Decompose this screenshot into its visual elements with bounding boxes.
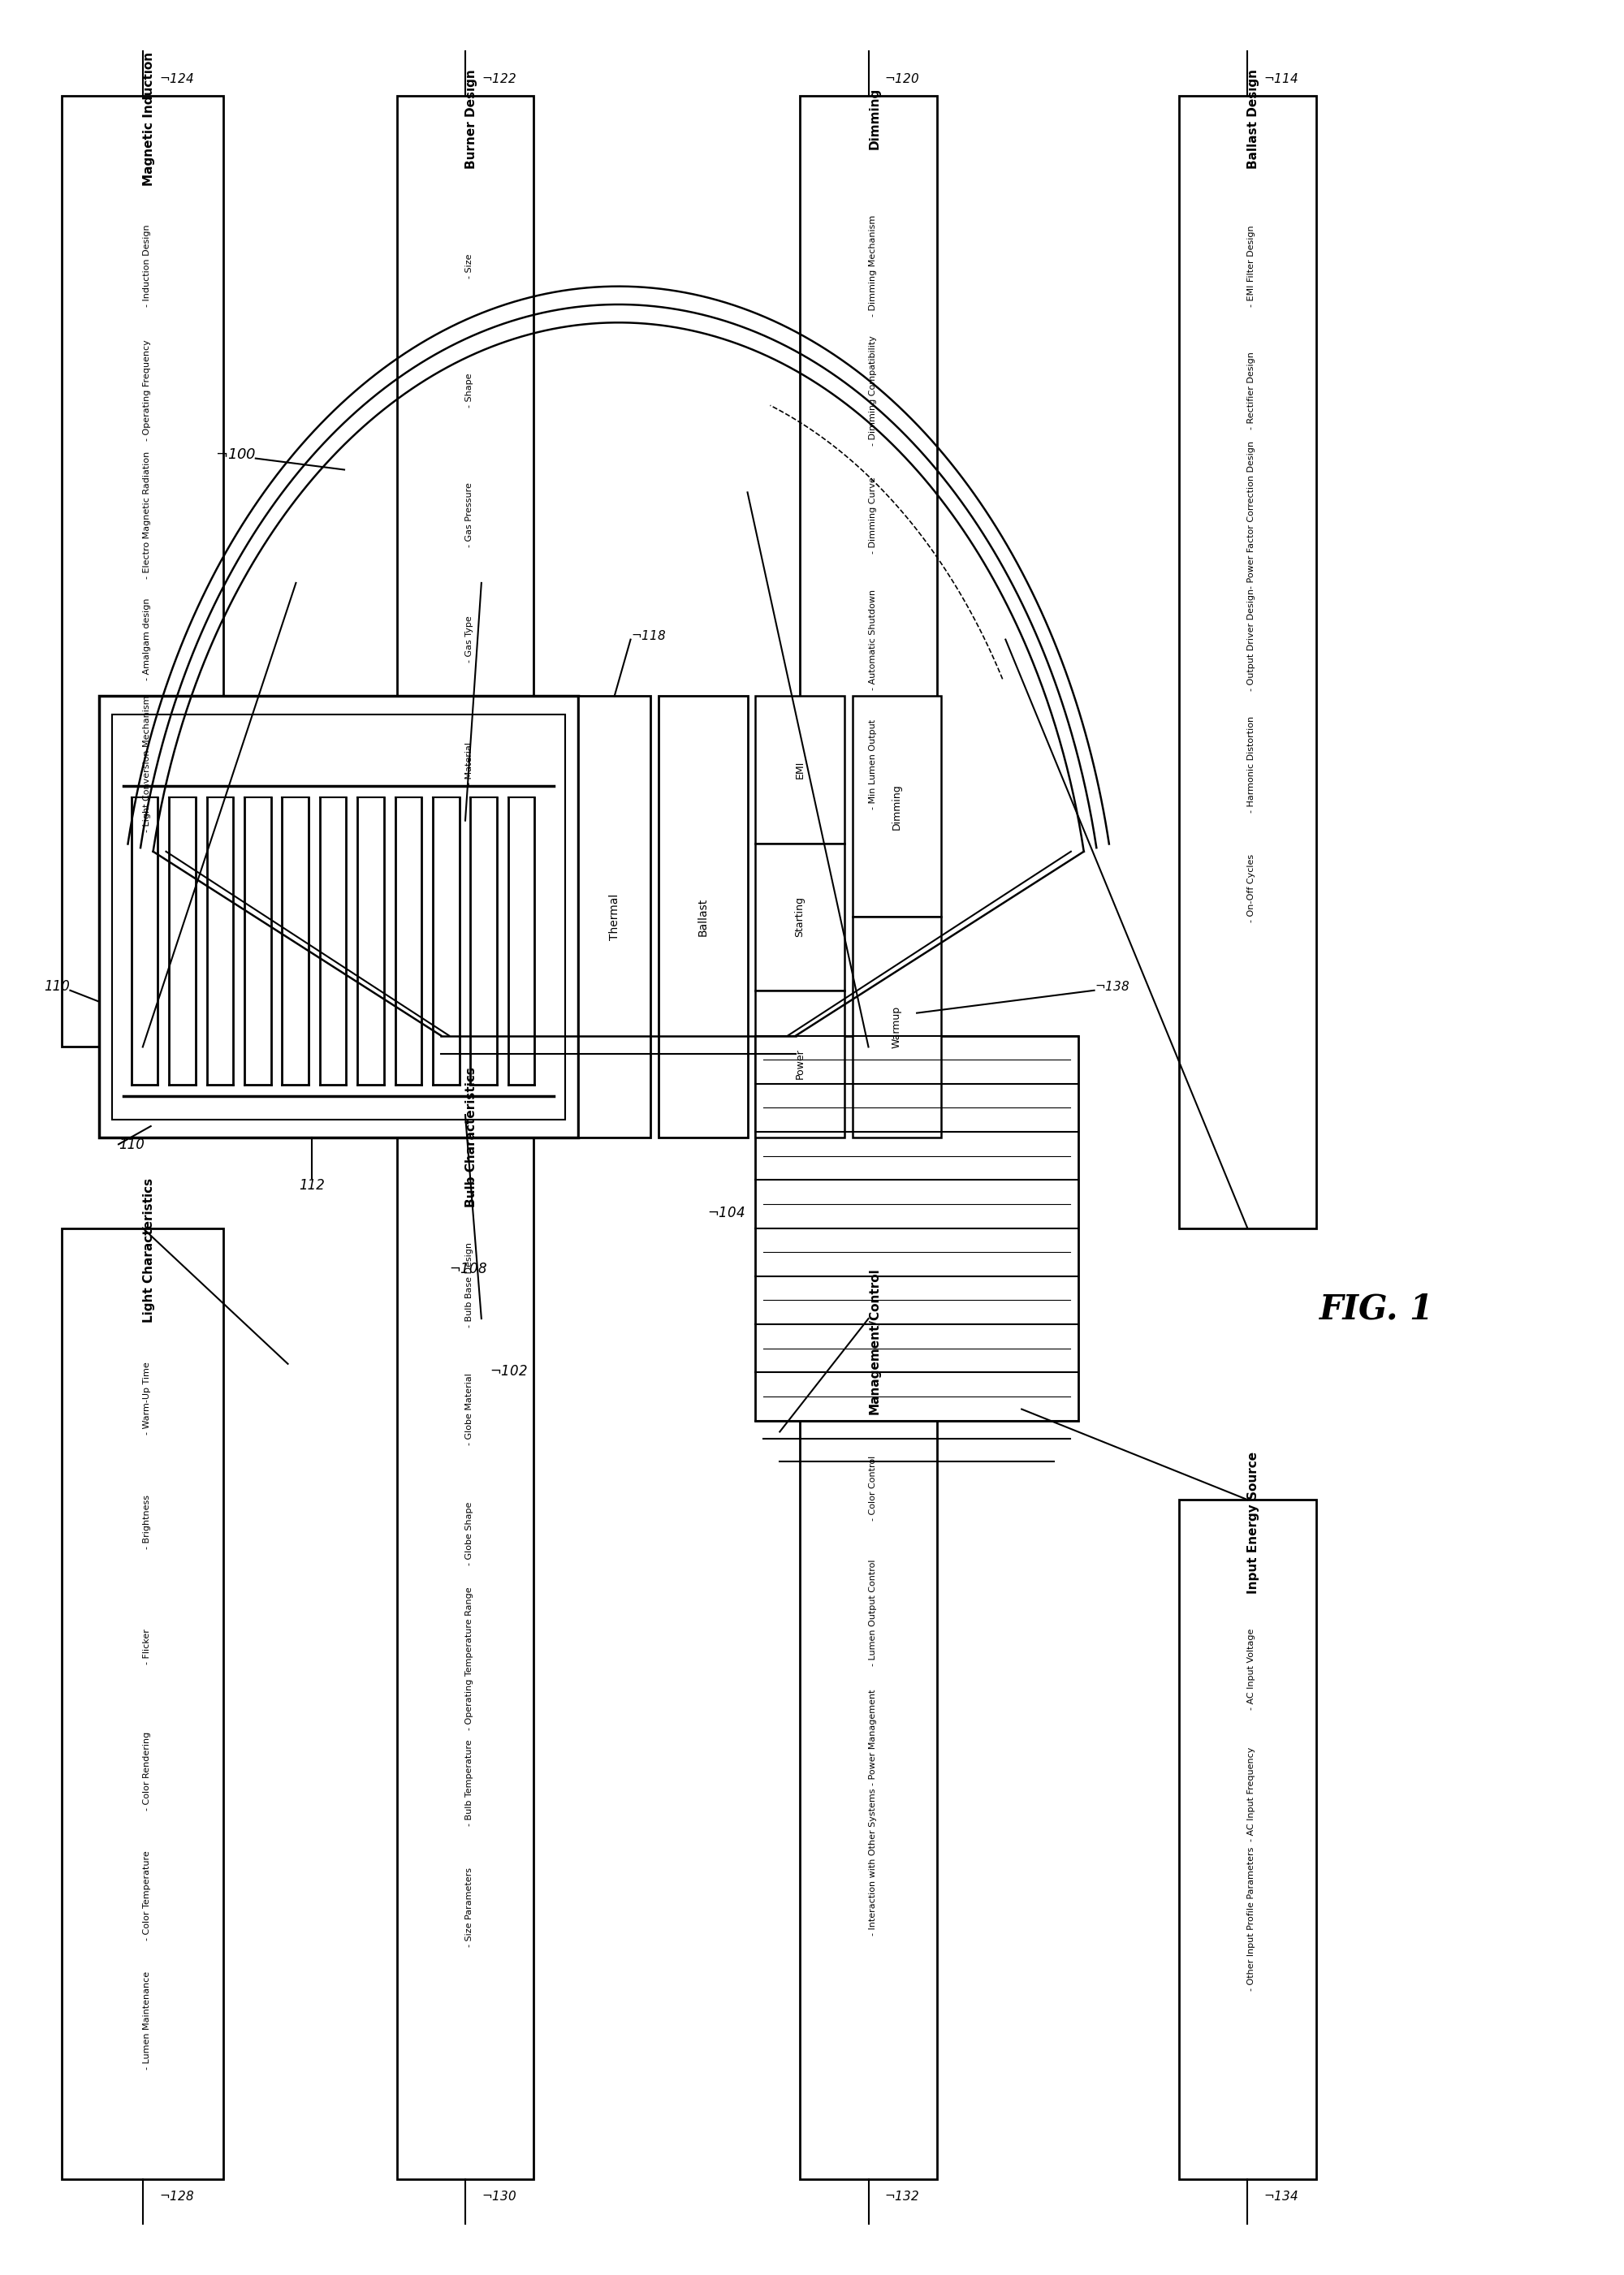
Text: Ballast Design: Ballast Design — [1247, 68, 1260, 168]
Text: Warmup: Warmup — [892, 1006, 901, 1049]
Text: - Electro Magnetic Radiation: - Electro Magnetic Radiation — [143, 450, 151, 578]
Bar — [755, 990, 844, 1138]
Text: - Amalgam design: - Amalgam design — [143, 598, 151, 680]
Bar — [99, 696, 578, 1138]
Text: Light Characteristics: Light Characteristics — [143, 1178, 154, 1324]
Text: Power: Power — [794, 1049, 806, 1078]
Bar — [853, 696, 940, 917]
Text: - Color Temperature: - Color Temperature — [143, 1852, 151, 1941]
Bar — [801, 1319, 937, 2179]
Bar — [801, 96, 937, 1046]
Text: $\neg$104: $\neg$104 — [706, 1206, 745, 1219]
Bar — [396, 1115, 534, 2179]
Text: - Size: - Size — [464, 253, 473, 278]
Text: - Dimming Mechanism: - Dimming Mechanism — [869, 216, 877, 316]
Text: Bulb Characteristics: Bulb Characteristics — [464, 1067, 477, 1208]
Text: - Bulb Temperature: - Bulb Temperature — [464, 1740, 473, 1827]
Text: $\neg$114: $\neg$114 — [1263, 73, 1298, 84]
Text: - Harmonic Distortion: - Harmonic Distortion — [1247, 717, 1255, 812]
Text: - Operating Temperature Range: - Operating Temperature Range — [464, 1586, 473, 1729]
Bar — [62, 1228, 224, 2179]
Text: - Lumen Maintenance: - Lumen Maintenance — [143, 1970, 151, 2070]
Text: - Flicker: - Flicker — [143, 1629, 151, 1665]
Text: - Material: - Material — [464, 742, 473, 785]
Text: - Power Factor Correction Design: - Power Factor Correction Design — [1247, 441, 1255, 589]
Bar — [112, 714, 565, 1119]
Bar — [578, 696, 651, 1138]
Text: $\neg$108: $\neg$108 — [450, 1263, 487, 1276]
Text: $\neg$124: $\neg$124 — [159, 73, 193, 84]
Bar — [62, 96, 224, 1046]
Text: - Bulb Base Design: - Bulb Base Design — [464, 1242, 473, 1326]
Text: 110: 110 — [119, 1138, 145, 1151]
Text: $\neg$100: $\neg$100 — [216, 446, 257, 462]
Text: - Power Management: - Power Management — [869, 1690, 877, 1786]
Text: $\neg$130: $\neg$130 — [481, 2191, 516, 2202]
Bar — [1179, 1499, 1315, 2179]
Text: - Automatic Shutdown: - Automatic Shutdown — [869, 589, 877, 689]
Text: - Warm-Up Time: - Warm-Up Time — [143, 1360, 151, 1433]
Text: Thermal: Thermal — [609, 894, 620, 940]
Text: 112: 112 — [299, 1178, 325, 1192]
Text: - Dimming Compatibility: - Dimming Compatibility — [869, 334, 877, 446]
Text: - On-Off Cycles: - On-Off Cycles — [1247, 855, 1255, 924]
Text: - AC Input Voltage: - AC Input Voltage — [1247, 1629, 1255, 1711]
Text: - Globe Shape: - Globe Shape — [464, 1502, 473, 1565]
Text: - Brightness: - Brightness — [143, 1495, 151, 1549]
Text: $\neg$132: $\neg$132 — [885, 2191, 919, 2202]
Bar — [755, 696, 844, 844]
Text: Ballast: Ballast — [697, 899, 708, 935]
Text: $\neg$122: $\neg$122 — [481, 73, 516, 84]
Bar — [755, 844, 844, 990]
Text: 110: 110 — [44, 978, 70, 994]
Text: $\neg$138: $\neg$138 — [1095, 981, 1129, 992]
Text: $\neg$102: $\neg$102 — [489, 1363, 528, 1379]
Bar — [396, 96, 534, 821]
Text: - EMI Filter Design: - EMI Filter Design — [1247, 225, 1255, 307]
Text: - Size Parameters: - Size Parameters — [464, 1868, 473, 1947]
Text: - Min Lumen Output: - Min Lumen Output — [869, 719, 877, 810]
Text: $\neg$120: $\neg$120 — [885, 73, 919, 84]
Text: - Dimming Curve: - Dimming Curve — [869, 475, 877, 553]
Text: - Gas Pressure: - Gas Pressure — [464, 482, 473, 548]
Bar — [1179, 96, 1315, 1228]
Text: - Color Rendering: - Color Rendering — [143, 1731, 151, 1811]
Text: FIG. 1: FIG. 1 — [1319, 1292, 1434, 1326]
Text: Input Energy Source: Input Energy Source — [1247, 1451, 1260, 1592]
Text: Starting: Starting — [794, 896, 806, 937]
Text: $\neg$134: $\neg$134 — [1263, 2191, 1298, 2202]
Text: Magnetic Induction: Magnetic Induction — [143, 52, 154, 187]
Text: - Light Conversion Mechanism: - Light Conversion Mechanism — [143, 696, 151, 833]
Text: - AC Input Frequency: - AC Input Frequency — [1247, 1747, 1255, 1840]
Text: - Globe Material: - Globe Material — [464, 1374, 473, 1445]
Text: - Induction Design: - Induction Design — [143, 225, 151, 307]
Bar — [853, 917, 940, 1138]
Bar — [755, 1035, 1078, 1420]
Bar — [659, 696, 747, 1138]
Text: EMI: EMI — [794, 760, 806, 778]
Text: - Shape: - Shape — [464, 373, 473, 407]
Text: - Operating Frequency: - Operating Frequency — [143, 339, 151, 441]
Text: Burner Design: Burner Design — [464, 68, 477, 168]
Text: $\neg$118: $\neg$118 — [630, 628, 666, 642]
Text: - Gas Type: - Gas Type — [464, 617, 473, 662]
Text: - Color Control: - Color Control — [869, 1456, 877, 1522]
Text: - Other Input Profile Parameters: - Other Input Profile Parameters — [1247, 1847, 1255, 1991]
Text: - Interaction with Other Systems: - Interaction with Other Systems — [869, 1788, 877, 1936]
Text: - Lumen Output Control: - Lumen Output Control — [869, 1558, 877, 1665]
Text: - Rectifier Design: - Rectifier Design — [1247, 353, 1255, 430]
Text: Dimming: Dimming — [892, 783, 901, 830]
Text: - Output Driver Design: - Output Driver Design — [1247, 589, 1255, 692]
Text: $\neg$128: $\neg$128 — [159, 2191, 193, 2202]
Text: Dimming: Dimming — [869, 89, 880, 150]
Text: Management/Control: Management/Control — [869, 1267, 880, 1415]
